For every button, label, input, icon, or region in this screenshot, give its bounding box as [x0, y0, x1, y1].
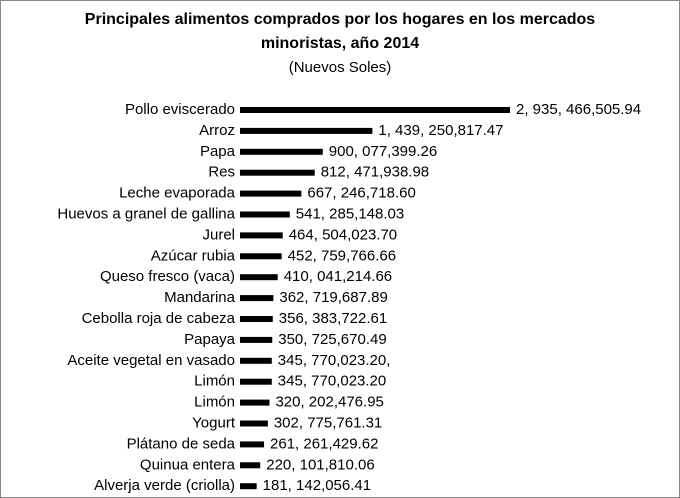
bar [240, 378, 272, 385]
value-label: 345, 770,023.20 [278, 373, 386, 390]
value-label: 812, 471,938.98 [321, 164, 429, 181]
value-label: 1, 439, 250,817.47 [378, 122, 503, 139]
bar [240, 232, 283, 239]
bar [240, 399, 270, 406]
bar [240, 420, 268, 427]
value-label: 464, 504,023.70 [289, 226, 397, 243]
bar [240, 148, 323, 155]
category-label: Cebolla roja de cabeza [82, 310, 236, 327]
bar [240, 211, 290, 218]
value-label: 350, 725,670.49 [278, 331, 386, 348]
bar [240, 441, 265, 448]
category-label: Leche evaporada [119, 185, 236, 202]
value-label: 356, 383,722.61 [279, 310, 387, 327]
value-label: 900, 077,399.26 [329, 143, 437, 160]
bar [240, 107, 510, 113]
bar [240, 295, 274, 302]
bar [240, 253, 282, 260]
chart-subtitle: (Nuevos Soles) [289, 59, 392, 76]
bar [240, 127, 373, 134]
bar [240, 190, 302, 197]
value-label: 541, 285,148.03 [296, 205, 404, 222]
bar [240, 316, 273, 322]
category-label: Yogurt [192, 414, 236, 431]
value-label: 667, 246,718.60 [307, 185, 415, 202]
category-label: Azúcar rubia [151, 247, 236, 264]
category-label: Queso fresco (vaca) [100, 268, 235, 285]
category-label: Jurel [202, 226, 235, 243]
bar [240, 274, 278, 281]
chart-title: minoristas, año 2014 [261, 35, 419, 52]
value-label: 345, 770,023.20, [278, 352, 391, 369]
bar [240, 462, 261, 469]
bar [240, 483, 257, 490]
value-label: 261, 261,429.62 [270, 435, 378, 452]
value-label: 362, 719,687.89 [279, 289, 387, 306]
chart-title: Principales alimentos comprados por los … [85, 11, 595, 28]
bar [240, 336, 273, 343]
value-label: 181, 142,056.41 [263, 477, 371, 494]
category-label: Plátano de seda [127, 435, 236, 452]
bar [240, 357, 272, 364]
category-label: Mandarina [164, 289, 236, 306]
category-label: Arroz [199, 122, 235, 139]
value-label: 410, 041,214.66 [284, 268, 392, 285]
category-label: Res [208, 164, 235, 181]
value-label: 2, 935, 466,505.94 [516, 101, 641, 118]
category-label: Papa [200, 143, 236, 160]
value-label: 452, 759,766.66 [288, 247, 396, 264]
value-label: 220, 101,810.06 [266, 456, 374, 473]
category-label: Alverja verde (criolla) [94, 477, 235, 494]
bar [240, 169, 315, 176]
category-label: Pollo eviscerado [125, 101, 235, 118]
category-label: Huevos a granel de gallina [57, 205, 235, 222]
value-label: 320, 202,476.95 [275, 394, 383, 411]
category-label: Limón [194, 373, 235, 390]
category-label: Quinua entera [140, 456, 236, 473]
category-label: Papaya [184, 331, 236, 348]
category-label: Limón [194, 394, 235, 411]
category-label: Aceite vegetal en vasado [67, 352, 235, 369]
value-label: 302, 775,761.31 [274, 414, 382, 431]
